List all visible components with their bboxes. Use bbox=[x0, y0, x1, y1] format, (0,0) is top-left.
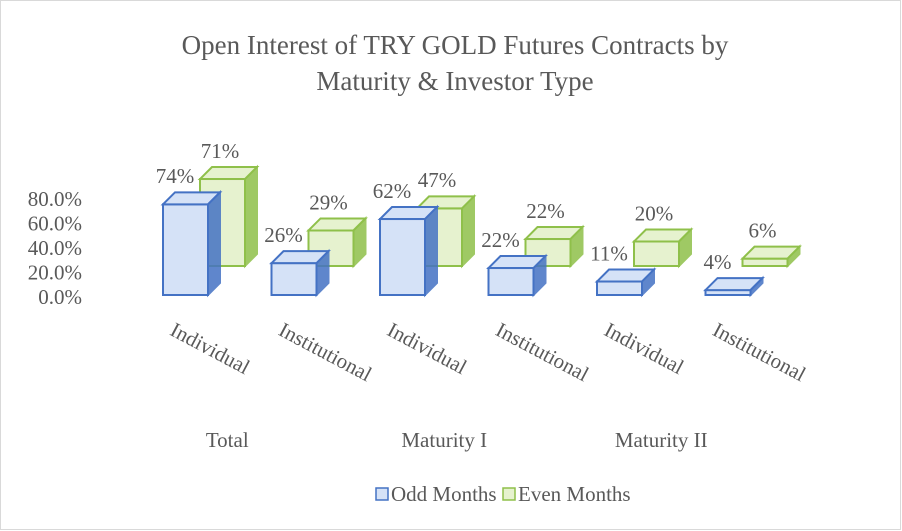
value-label: 4% bbox=[704, 250, 732, 274]
bar-3d bbox=[631, 227, 694, 269]
bar-side bbox=[352, 216, 367, 269]
legend-label: Odd Months bbox=[391, 482, 497, 506]
value-label: 22% bbox=[481, 228, 520, 252]
legend-label: Even Months bbox=[518, 482, 631, 506]
chart-title: Open Interest of TRY GOLD Futures Contra… bbox=[182, 30, 729, 96]
y-tick-label: 20.0% bbox=[28, 260, 82, 284]
bar-3d bbox=[486, 253, 548, 298]
value-label: 26% bbox=[264, 223, 303, 247]
bar bbox=[379, 218, 426, 296]
value-label: 74% bbox=[156, 164, 195, 188]
bar-side bbox=[207, 189, 221, 298]
bar-side bbox=[244, 164, 258, 269]
value-label: 6% bbox=[749, 218, 777, 242]
bar-3d bbox=[703, 275, 765, 298]
bar-3d bbox=[594, 267, 657, 298]
bar-side bbox=[315, 248, 330, 298]
bar-side bbox=[641, 267, 655, 298]
bar-side bbox=[569, 224, 584, 269]
bar-3d bbox=[740, 244, 802, 269]
legend-swatch bbox=[375, 487, 389, 501]
value-label: 22% bbox=[526, 199, 565, 223]
bar-3d bbox=[377, 204, 440, 298]
bar-3d bbox=[160, 189, 223, 298]
bar-side bbox=[678, 227, 692, 269]
value-label: 71% bbox=[201, 139, 240, 163]
bar bbox=[596, 280, 643, 296]
bar bbox=[270, 262, 318, 296]
bar-side bbox=[786, 244, 801, 269]
y-tick-label: 80.0% bbox=[28, 187, 82, 211]
bar-side bbox=[749, 275, 764, 298]
bar-3d bbox=[269, 248, 331, 298]
value-label: 62% bbox=[373, 179, 412, 203]
value-label: 20% bbox=[635, 201, 674, 225]
bar bbox=[741, 257, 789, 267]
bar-side bbox=[461, 194, 475, 269]
group-label: Maturity II bbox=[615, 428, 708, 452]
title-line: Maturity & Investor Type bbox=[316, 66, 593, 96]
value-label: 11% bbox=[590, 241, 628, 265]
value-label: 47% bbox=[418, 168, 457, 192]
bar-side bbox=[532, 253, 547, 298]
group-label: Maturity I bbox=[401, 428, 487, 452]
y-tick-label: 60.0% bbox=[28, 211, 82, 235]
group-label: Total bbox=[206, 428, 249, 452]
bar bbox=[487, 267, 535, 296]
value-label: 29% bbox=[309, 190, 348, 214]
title-line: Open Interest of TRY GOLD Futures Contra… bbox=[182, 30, 729, 60]
bar bbox=[162, 203, 209, 297]
y-tick-label: 0.0% bbox=[38, 285, 82, 309]
bar bbox=[633, 240, 680, 267]
legend-swatch bbox=[502, 487, 516, 501]
bar-side bbox=[424, 204, 438, 298]
bar-3d bbox=[306, 216, 368, 269]
y-tick-label: 40.0% bbox=[28, 236, 82, 260]
